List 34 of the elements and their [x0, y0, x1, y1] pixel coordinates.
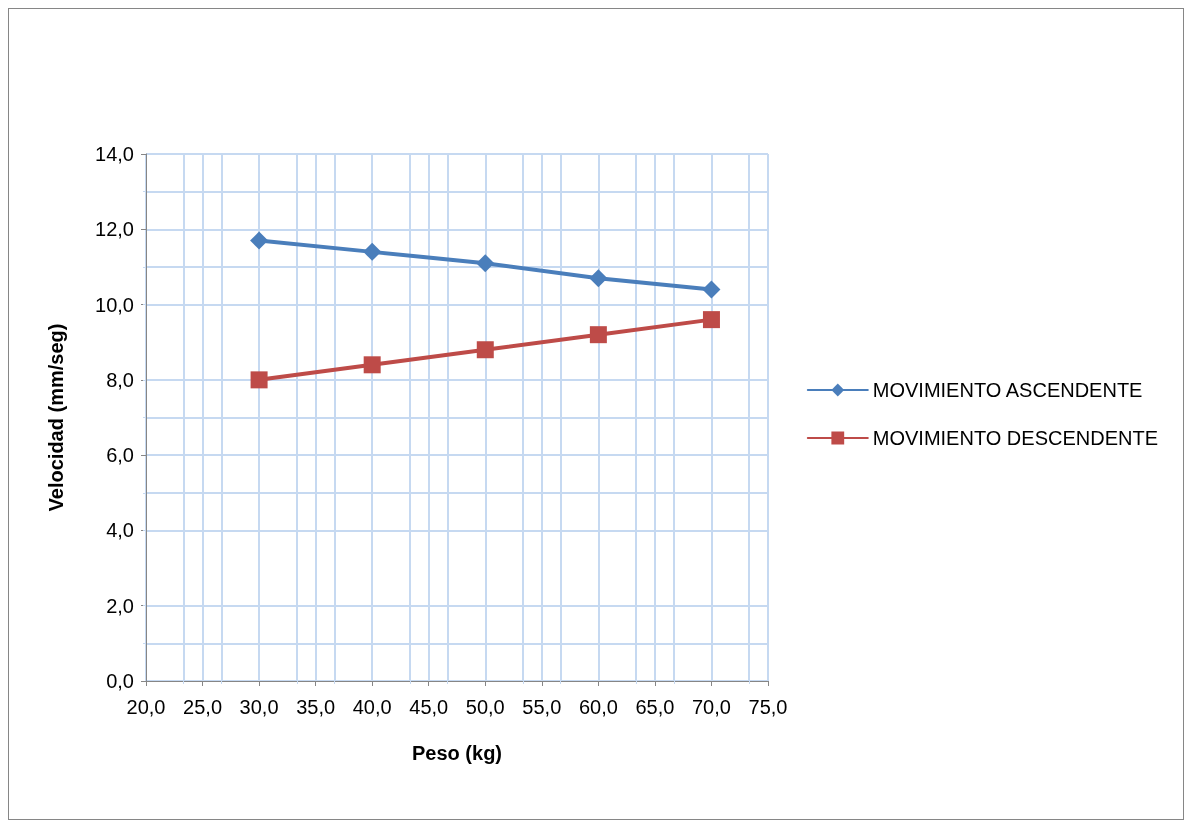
x-tick-label: 70,0: [691, 696, 731, 718]
y-tick-label: 12,0: [95, 218, 134, 241]
x-tick-label: 60,0: [578, 696, 618, 718]
x-tick-label: 40,0: [352, 696, 392, 718]
y-tick-label: 2,0: [106, 594, 134, 617]
x-tick-label: 50,0: [465, 696, 505, 718]
point: [702, 280, 721, 299]
point: [702, 311, 720, 329]
x-tick-label: 25,0: [183, 696, 223, 718]
point: [250, 371, 268, 389]
point: [589, 326, 607, 344]
y-axis-title: Velocidad (mm/seg): [45, 323, 67, 512]
y-tick-label: 0,0: [106, 670, 134, 692]
x-tick-label: 35,0: [296, 696, 336, 718]
x-axis-title: Peso (kg): [411, 742, 503, 764]
y-tick-label: 10,0: [95, 293, 134, 316]
y-tick-label: 14,0: [95, 143, 134, 165]
x-tick-label: 20,0: [126, 696, 166, 718]
y-tick-label: 4,0: [106, 519, 134, 542]
legend-label: MOVIMIENTO DESCENDENTE: [872, 427, 1158, 449]
legend-label: MOVIMIENTO ASCENDENTE: [872, 379, 1143, 401]
x-tick-label: 45,0: [409, 696, 449, 718]
point: [363, 242, 382, 261]
point: [250, 231, 269, 250]
y-tick-label: 6,0: [106, 444, 134, 467]
x-tick-label: 55,0: [522, 696, 562, 718]
point: [589, 269, 608, 288]
y-tick-label: 8,0: [106, 368, 134, 391]
x-tick-label: 65,0: [635, 696, 675, 718]
x-tick-label: 75,0: [748, 696, 788, 718]
point: [363, 356, 381, 374]
point: [476, 341, 494, 359]
x-tick-label: 30,0: [239, 696, 279, 718]
point: [476, 254, 495, 273]
